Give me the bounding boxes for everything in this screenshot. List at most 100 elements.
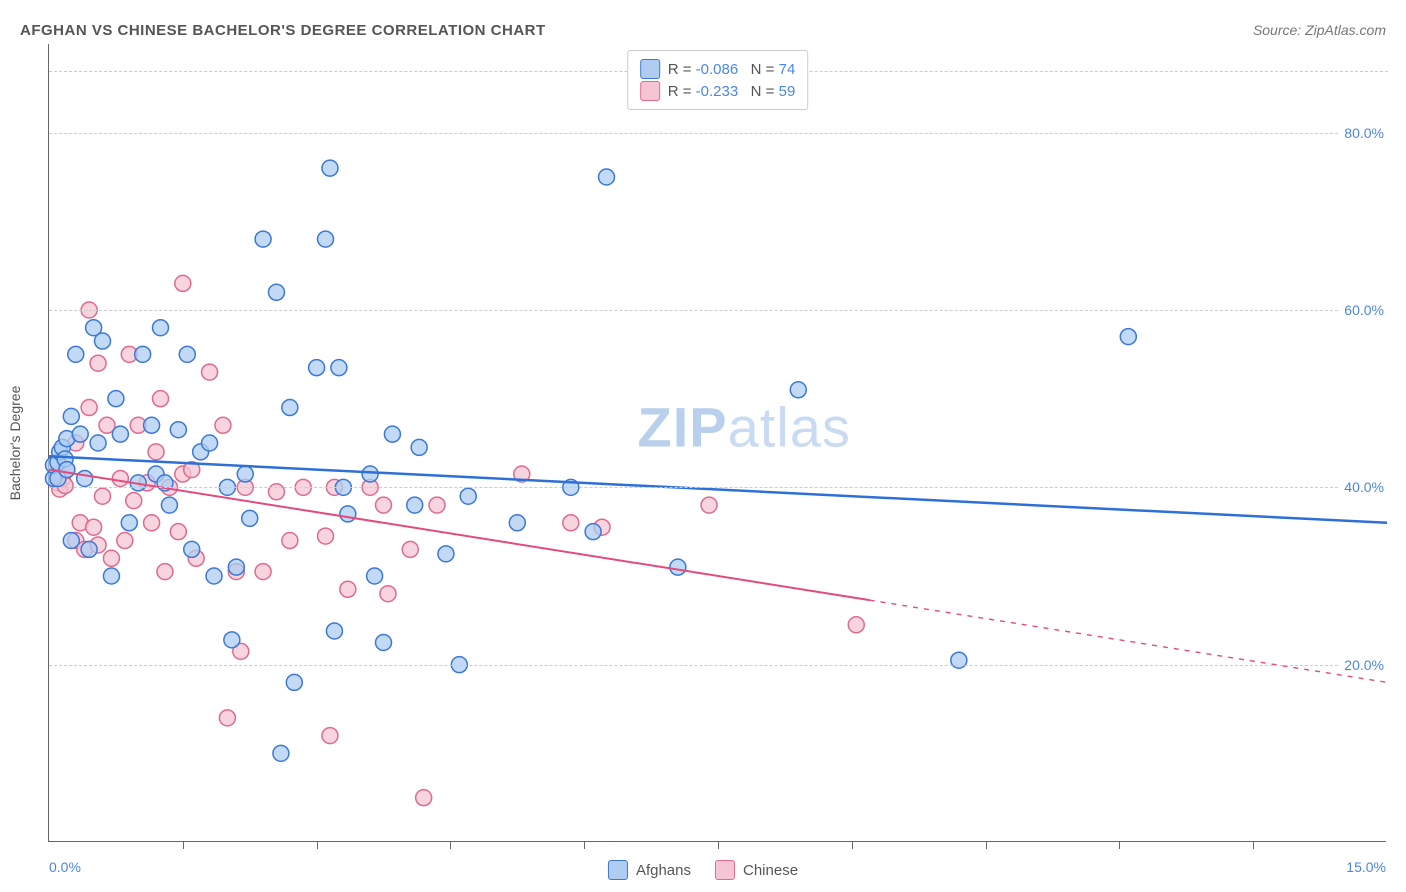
series-legend-item: Afghans [608, 860, 691, 880]
afghans-point [228, 559, 244, 575]
chinese-point [144, 515, 160, 531]
chinese-point [86, 519, 102, 535]
afghans-point [585, 524, 601, 540]
afghans-point [268, 284, 284, 300]
x-tick [183, 841, 184, 849]
afghans-point [135, 346, 151, 362]
chinese-point [219, 710, 235, 726]
y-axis-label: Bachelor's Degree [7, 385, 23, 500]
chinese-point [848, 617, 864, 633]
afghans-point [242, 510, 258, 526]
chinese-point [157, 564, 173, 580]
legend-stats: R = -0.233 N = 59 [668, 83, 796, 100]
x-tick [584, 841, 585, 849]
chinese-point [282, 533, 298, 549]
afghans-point [273, 745, 289, 761]
legend-swatch-icon [715, 860, 735, 880]
chinese-point [322, 728, 338, 744]
gridline [49, 133, 1388, 134]
afghans-point [179, 346, 195, 362]
afghans-point [121, 515, 137, 531]
x-axis-max-label: 15.0% [1346, 859, 1386, 875]
afghans-point [202, 435, 218, 451]
afghans-point [790, 382, 806, 398]
afghans-point [95, 333, 111, 349]
x-tick [986, 841, 987, 849]
y-tick-label: 60.0% [1340, 302, 1388, 318]
afghans-point [1120, 329, 1136, 345]
legend-swatch-icon [640, 59, 660, 79]
chinese-point [117, 533, 133, 549]
afghans-point [144, 417, 160, 433]
x-tick [450, 841, 451, 849]
afghans-point [367, 568, 383, 584]
afghans-point [153, 320, 169, 336]
afghans-point [331, 360, 347, 376]
afghans-point [407, 497, 423, 513]
afghans-point [77, 470, 93, 486]
chinese-point [202, 364, 218, 380]
afghans-point [255, 231, 271, 247]
legend-swatch-icon [608, 860, 628, 880]
y-tick-label: 20.0% [1340, 657, 1388, 673]
x-tick [852, 841, 853, 849]
afghans-point [438, 546, 454, 562]
afghans-point [376, 635, 392, 651]
afghans-point [282, 400, 298, 416]
chinese-point [215, 417, 231, 433]
chinese-point [318, 528, 334, 544]
afghans-point [318, 231, 334, 247]
chinese-point [563, 515, 579, 531]
afghans-point [309, 360, 325, 376]
afghans-point [599, 169, 615, 185]
chinese-point [90, 355, 106, 371]
chinese-point [175, 275, 191, 291]
afghans-point [340, 506, 356, 522]
chinese-trendline-dashed [870, 600, 1387, 682]
series-legend-item: Chinese [715, 860, 798, 880]
afghans-point [670, 559, 686, 575]
afghans-point [411, 439, 427, 455]
chinese-point [153, 391, 169, 407]
legend-swatch-icon [640, 81, 660, 101]
afghans-point [90, 435, 106, 451]
afghans-point [206, 568, 222, 584]
scatter-plot [49, 44, 1387, 842]
afghans-point [237, 466, 253, 482]
chinese-point [376, 497, 392, 513]
source-attribution: Source: ZipAtlas.com [1253, 22, 1386, 38]
afghans-point [509, 515, 525, 531]
chinese-point [81, 400, 97, 416]
afghans-point [170, 422, 186, 438]
series-legend-label: Chinese [743, 862, 798, 879]
afghans-point [384, 426, 400, 442]
chart-area: Bachelor's Degree ZIPatlas R = -0.086 N … [48, 44, 1386, 842]
y-tick-label: 40.0% [1340, 479, 1388, 495]
chinese-point [416, 790, 432, 806]
gridline [49, 665, 1388, 666]
x-tick [1119, 841, 1120, 849]
afghans-point [112, 426, 128, 442]
series-legend: Afghans Chinese [608, 860, 798, 880]
series-legend-label: Afghans [636, 862, 691, 879]
afghans-point [326, 623, 342, 639]
chinese-point [380, 586, 396, 602]
chart-title: AFGHAN VS CHINESE BACHELOR'S DEGREE CORR… [20, 22, 546, 39]
chinese-point [112, 470, 128, 486]
chinese-point [126, 493, 142, 509]
afghans-point [72, 426, 88, 442]
correlation-legend: R = -0.086 N = 74 R = -0.233 N = 59 [627, 50, 809, 110]
legend-row: R = -0.086 N = 74 [640, 59, 796, 79]
afghans-point [362, 466, 378, 482]
legend-stats: R = -0.086 N = 74 [668, 61, 796, 78]
chinese-point [701, 497, 717, 513]
chinese-point [268, 484, 284, 500]
chinese-point [255, 564, 271, 580]
chinese-point [148, 444, 164, 460]
afghans-point [63, 408, 79, 424]
afghans-point [103, 568, 119, 584]
y-tick-label: 80.0% [1340, 125, 1388, 141]
afghans-point [161, 497, 177, 513]
afghans-point [322, 160, 338, 176]
x-tick [1253, 841, 1254, 849]
